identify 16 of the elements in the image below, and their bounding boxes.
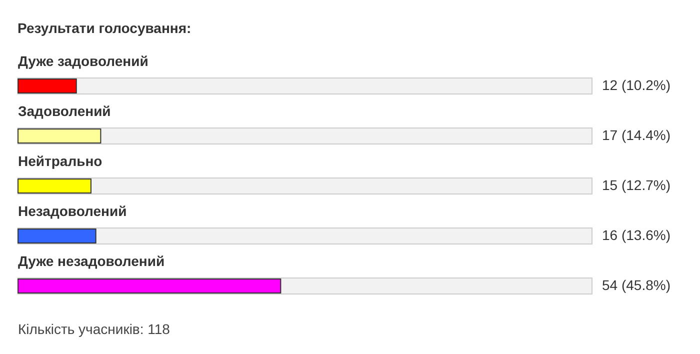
data-label: 17 (14.4%): [602, 127, 670, 143]
text: Кількість учасників: 118: [18, 321, 170, 337]
chart-title: Результати голосування:: [18, 20, 192, 36]
data-label: 16 (13.6%): [602, 227, 670, 243]
bar: [18, 178, 92, 194]
bar: [18, 128, 102, 144]
data-label: 15 (12.7%): [602, 177, 670, 193]
data-label: 54 (45.8%): [602, 277, 670, 293]
y-tick-label: Дуже задоволений: [18, 53, 148, 69]
y-tick-label: Дуже незадоволений: [18, 253, 165, 269]
y-tick-label: Незадоволений: [18, 203, 127, 219]
data-label: 12 (10.2%): [602, 77, 670, 93]
y-tick-label: Нейтрально: [18, 153, 102, 169]
bar: [18, 228, 96, 244]
y-tick-label: Задоволений: [18, 103, 111, 119]
bar: [18, 78, 77, 94]
